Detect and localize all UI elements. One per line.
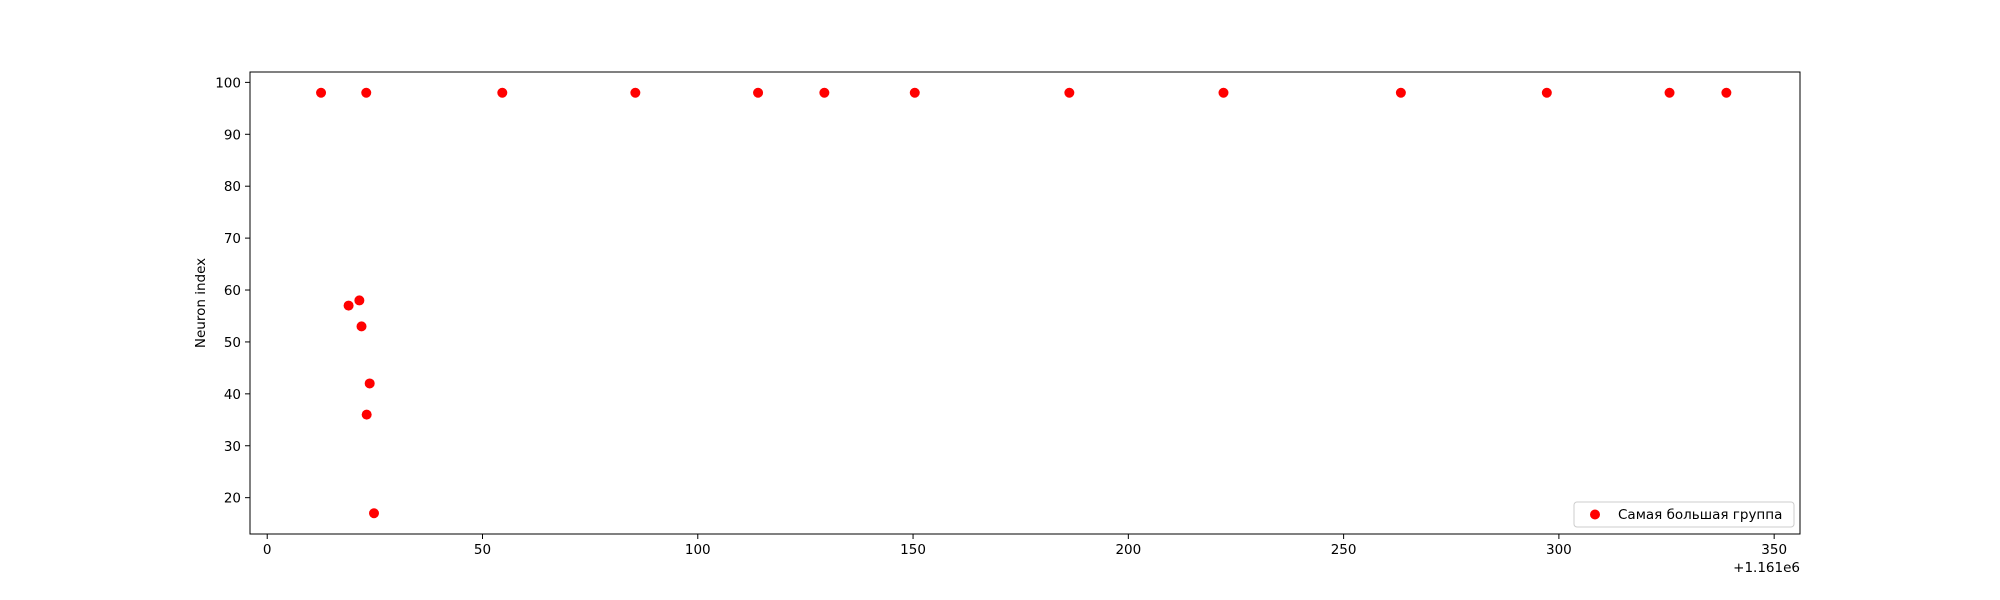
- data-point: [354, 295, 365, 306]
- x-tick-label: 350: [1761, 542, 1787, 558]
- data-point: [753, 87, 764, 98]
- legend-frame: [1573, 501, 1795, 528]
- data-point: [361, 409, 372, 420]
- data-point: [909, 87, 920, 98]
- data-point: [497, 87, 508, 98]
- x-tick-label: 0: [263, 542, 272, 558]
- plot-area: [249, 71, 1801, 535]
- y-axis-label: Neuron index: [193, 258, 209, 348]
- data-points: [316, 87, 1732, 519]
- data-point: [364, 378, 375, 389]
- x-axis-offset-label: +1.161e6: [1733, 560, 1800, 576]
- x-tick-label: 200: [1115, 542, 1141, 558]
- legend: Самая большая группа: [1573, 501, 1795, 528]
- y-tick-label: 50: [224, 335, 241, 351]
- data-point: [1218, 87, 1229, 98]
- data-point: [1541, 87, 1552, 98]
- data-point: [369, 508, 379, 519]
- y-tick-label: 90: [224, 127, 241, 143]
- data-point: [356, 321, 367, 332]
- x-tick-label: 250: [1331, 542, 1357, 558]
- x-tick-label: 300: [1546, 542, 1572, 558]
- x-tick-label: 50: [474, 542, 491, 558]
- y-tick-label: 30: [224, 439, 241, 455]
- data-point: [1064, 87, 1075, 98]
- data-point: [1721, 87, 1732, 98]
- data-point: [361, 87, 372, 98]
- y-tick-label: 100: [215, 75, 241, 91]
- y-axis-ticks: 20 30 40 50 60 70 80 90 100: [215, 75, 250, 507]
- legend-label: Самая большая группа: [1618, 507, 1782, 523]
- y-tick-label: 20: [224, 491, 241, 507]
- y-tick-label: 70: [224, 231, 241, 247]
- y-tick-label: 60: [224, 283, 241, 299]
- data-point: [343, 300, 354, 311]
- y-tick-label: 40: [224, 387, 241, 403]
- data-point: [630, 87, 641, 98]
- data-point: [1664, 87, 1675, 98]
- x-tick-label: 150: [900, 542, 926, 558]
- x-tick-label: 100: [685, 542, 711, 558]
- data-point: [819, 87, 830, 98]
- data-point: [316, 87, 327, 98]
- x-axis-ticks: 0 50 100 150 200 250 300 350: [263, 534, 1787, 558]
- legend-marker: [1590, 509, 1600, 520]
- y-tick-label: 80: [224, 179, 241, 195]
- data-point: [1395, 87, 1406, 98]
